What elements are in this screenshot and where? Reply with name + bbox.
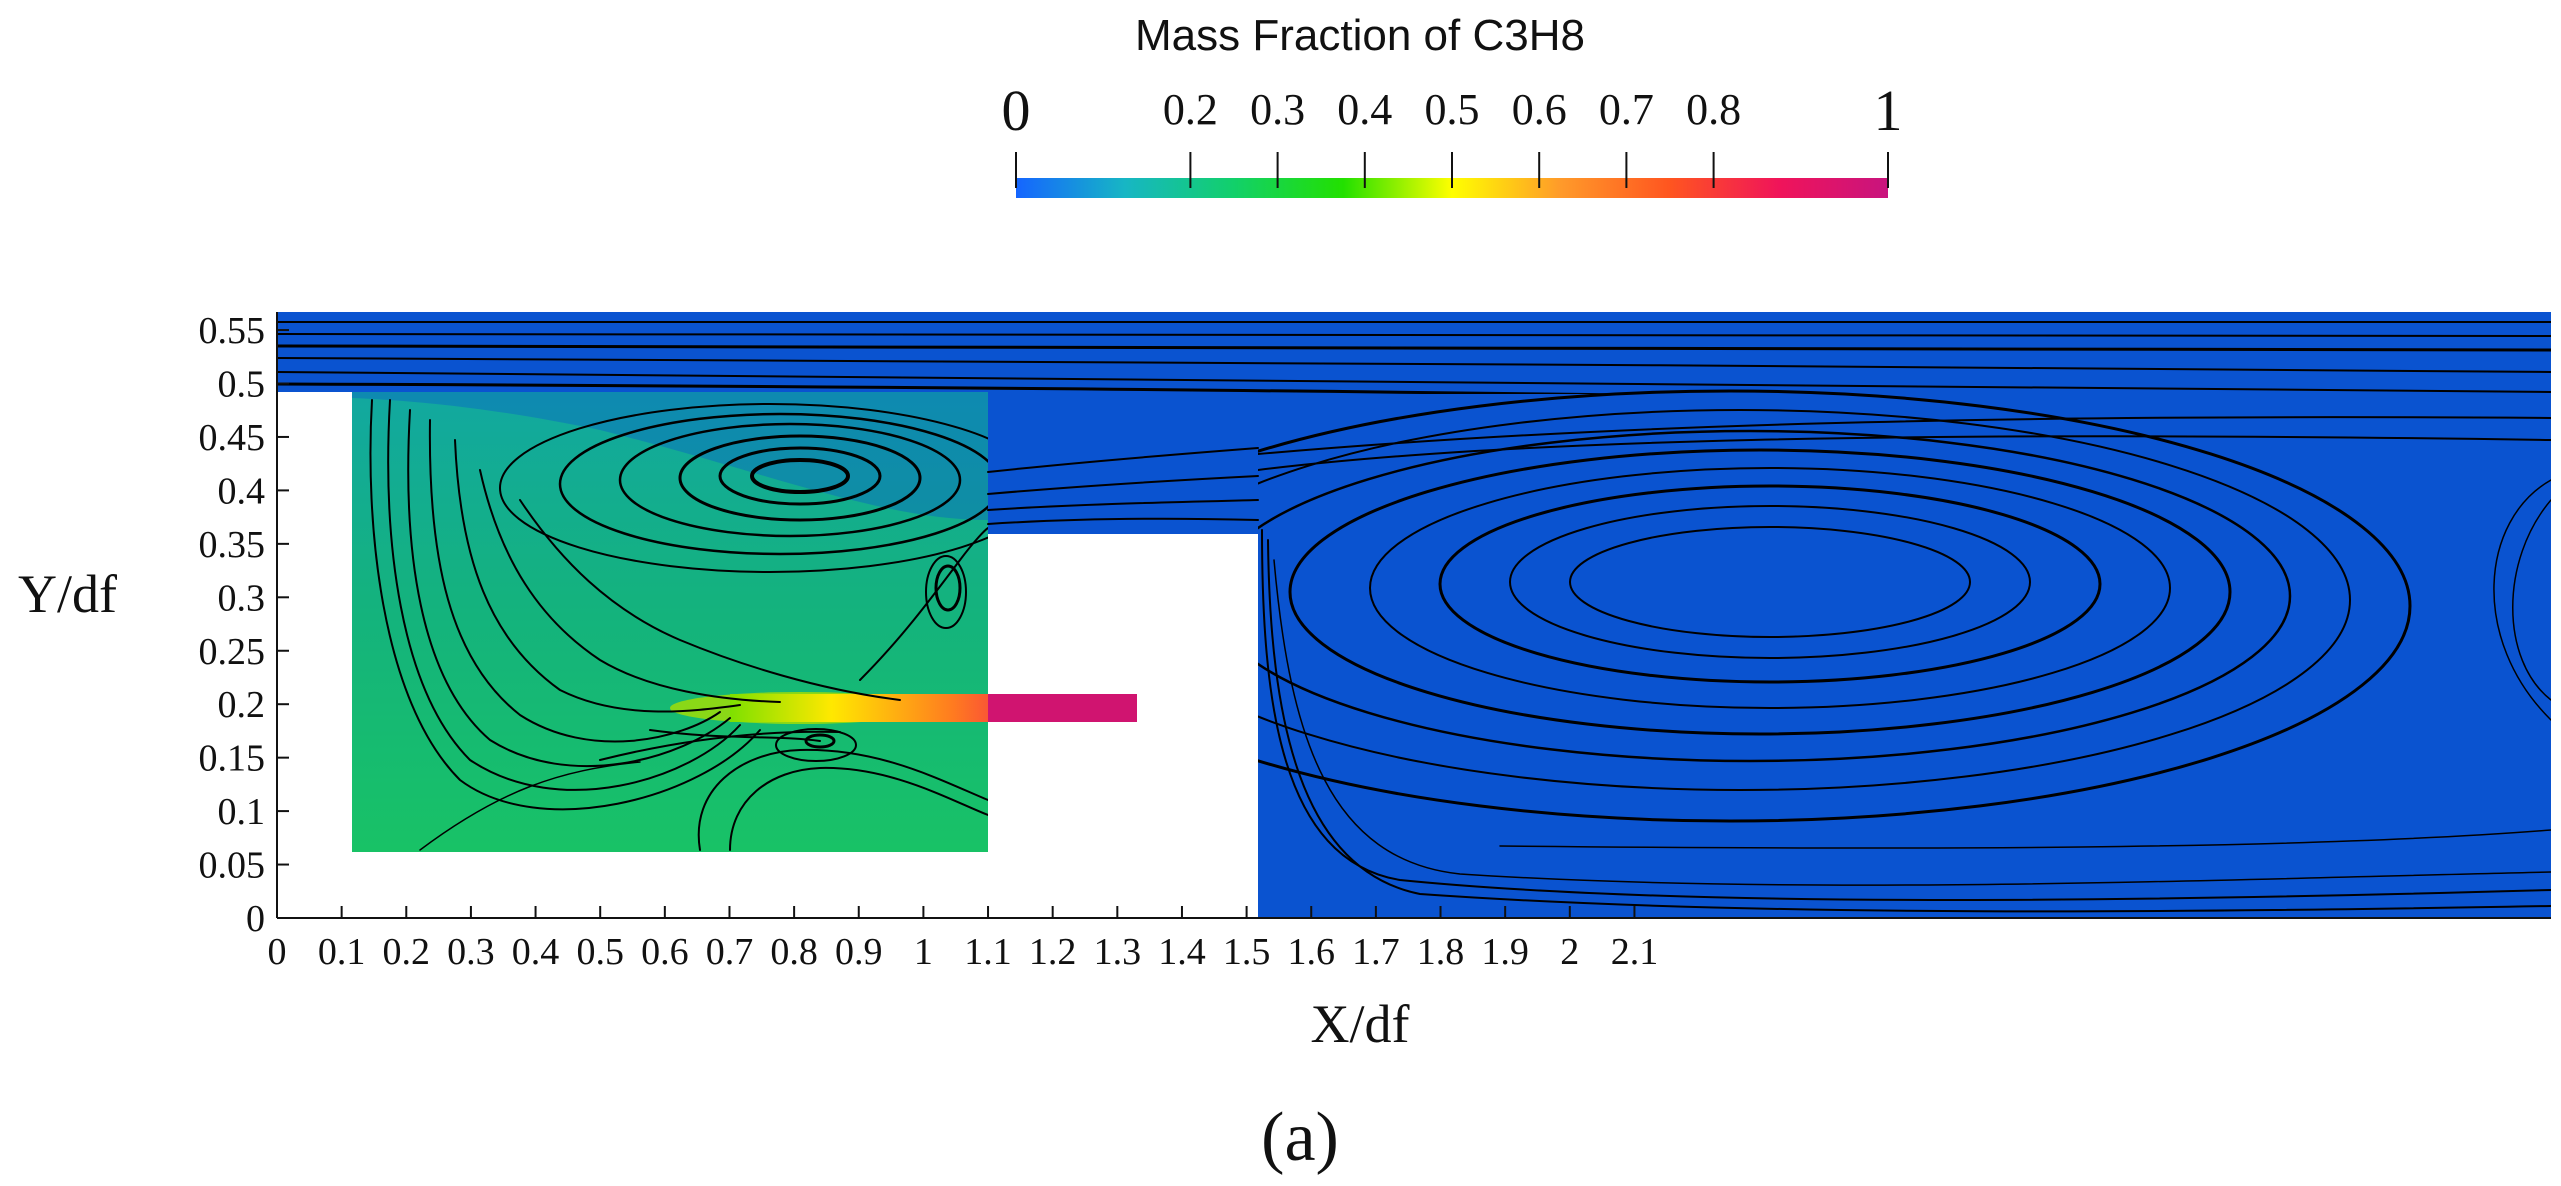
colorbar-tick-label: 0.4 (1337, 85, 1392, 134)
y-tick-label: 0.45 (199, 417, 266, 459)
x-tick-label: 1.5 (1223, 931, 1271, 973)
figure-caption: (a) (1261, 1099, 1339, 1176)
x-tick-label: 0.2 (383, 931, 431, 973)
x-tick-label: 2.1 (1611, 931, 1659, 973)
x-tick-label: 1.1 (964, 931, 1012, 973)
x-tick-label: 1.8 (1417, 931, 1465, 973)
plot-area: 0 0.1 0.2 0.3 0.4 0.5 0.6 0.7 0.8 0.9 1 1.1 1.2 1.3 1.… (199, 310, 2551, 973)
y-tick-label: 0.4 (218, 470, 266, 512)
x-tick-label: 2 (1560, 931, 1579, 973)
colorbar-max-label: 1 (1874, 78, 1903, 143)
y-tick-label: 0.05 (199, 845, 266, 887)
x-tick-label: 1.9 (1481, 931, 1529, 973)
x-axis-title: X/df (1311, 994, 1410, 1054)
x-tick-label: 0.8 (770, 931, 818, 973)
fuel-injector (988, 694, 1137, 722)
streamlines-downstream (1258, 389, 2551, 913)
y-tick-label: 0.55 (199, 310, 266, 352)
x-tick-label: 1.7 (1352, 931, 1400, 973)
y-tick-label: 0.3 (218, 577, 266, 619)
x-tick-label: 0.5 (576, 931, 624, 973)
colorbar-tick-label: 0.5 (1425, 85, 1480, 134)
colorbar-tick-labels: 0.2 0.3 0.4 0.5 0.6 0.7 0.8 (1163, 85, 1741, 134)
x-tick-label: 1.4 (1158, 931, 1206, 973)
colorbar-tick-label: 0.2 (1163, 85, 1218, 134)
colorbar-tick-label: 0.3 (1250, 85, 1305, 134)
colorbar-ticks (1015, 152, 1889, 188)
colorbar-min-label: 0 (1002, 78, 1031, 143)
y-tick-label: 0.15 (199, 738, 266, 780)
x-tick-label: 1.6 (1287, 931, 1335, 973)
x-axis: 0 0.1 0.2 0.3 0.4 0.5 0.6 0.7 0.8 0.9 1 1.1 1.2 1.3 1.… (268, 906, 2551, 973)
y-tick-label: 0.35 (199, 524, 266, 566)
x-tick-label: 0.6 (641, 931, 689, 973)
y-tick-label: 0.1 (218, 791, 266, 833)
x-tick-label: 1.2 (1029, 931, 1077, 973)
x-tick-label: 0.4 (512, 931, 560, 973)
x-tick-label: 1.3 (1094, 931, 1142, 973)
y-tick-label: 0.25 (199, 631, 266, 673)
y-axis: 0 0.05 0.1 0.15 0.2 0.25 0.3 0.35 0.4 0.45 0.5 0.55 (199, 310, 289, 940)
y-axis-title: Y/df (18, 564, 117, 624)
downstream-region (1258, 312, 2551, 918)
colorbar-title: Mass Fraction of C3H8 (1135, 11, 1585, 60)
streamlines-step-top (987, 447, 1259, 525)
x-tick-label: 0 (268, 931, 287, 973)
x-tick-label: 0.7 (706, 931, 754, 973)
colorbar-tick-label: 0.8 (1686, 85, 1741, 134)
colorbar-tick-label: 0.7 (1599, 85, 1654, 134)
x-tick-label: 1 (914, 931, 933, 973)
y-tick-label: 0 (246, 898, 265, 940)
x-tick-label: 0.9 (835, 931, 883, 973)
y-tick-label: 0.5 (218, 364, 266, 406)
x-tick-label: 0.1 (318, 931, 366, 973)
streamlines-cavity (369, 399, 988, 851)
colorbar: Mass Fraction of C3H8 0 1 0.2 0.3 0.4 0.5 0.… (1002, 11, 1903, 198)
x-tick-label: 0.3 (447, 931, 495, 973)
colorbar-tick-label: 0.6 (1512, 85, 1567, 134)
y-tick-label: 0.2 (218, 684, 266, 726)
